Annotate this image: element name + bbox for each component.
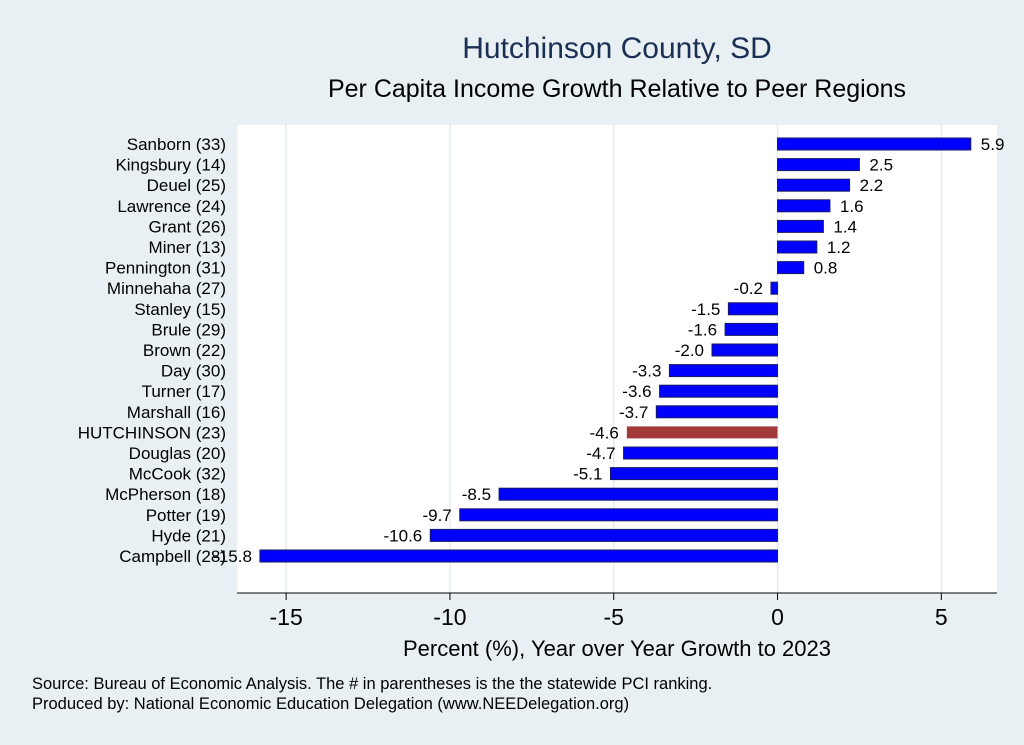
category-label: Stanley (15) [134,300,226,319]
bar-value-label: -5.1 [573,465,602,484]
bar-value-label: -4.6 [590,423,619,442]
category-labels: Sanborn (33) Kingsbury (14)Deuel (25) Lawr… [78,135,226,566]
bar [259,549,779,563]
bar [459,508,779,522]
category-label: Marshall (16) [127,403,226,422]
chart-title: Hutchinson County, SD [462,32,772,65]
category-label: Sanborn (33) [127,135,226,154]
source-note: Source: Bureau of Economic Analysis. The… [32,675,712,693]
bar [770,281,779,295]
category-label: Miner (13) [149,238,226,257]
bar-value-label: -1.5 [691,300,720,319]
bar [777,158,860,172]
bar-value-label: 2.2 [860,176,884,195]
x-tick-label: 0 [771,604,784,630]
bar-value-label: 1.4 [833,217,857,236]
x-tick-label: 5 [935,604,948,630]
bar [609,467,779,481]
category-label: Day (30) [161,362,226,381]
chart-subtitle: Per Capita Income Growth Relative to Pee… [328,75,906,103]
bar-value-label: -8.5 [462,485,491,504]
category-label: Minnehaha (27) [107,279,226,298]
category-label: Potter (19) [146,506,226,525]
bar [777,240,818,254]
x-tick-label: -10 [433,604,466,630]
x-tick-label: -5 [603,604,623,630]
bars [259,137,972,563]
bar-value-label: -9.7 [422,506,451,525]
category-label: McCook (32) [129,465,226,484]
bar [668,364,779,378]
category-label: Kingsbury (14) [115,156,226,175]
bar-value-label: -1.6 [688,320,717,339]
bar [724,322,779,336]
bar [711,343,779,357]
bar-value-label: -2.0 [675,341,704,360]
bar [777,199,831,213]
category-label: Campbell (28) [119,547,226,566]
category-label: Brown (22) [143,341,226,360]
category-label: Douglas (20) [129,444,226,463]
bar [777,178,851,192]
bar [429,528,779,542]
category-label: Pennington (31) [105,259,226,278]
bar-value-label: 2.5 [869,156,893,175]
bar [659,384,779,398]
category-label: McPherson (18) [105,485,226,504]
category-label: Turner (17) [142,382,226,401]
bar [777,261,805,275]
category-label: Deuel (25) [147,176,226,195]
bar-value-label: -10.6 [384,526,423,545]
bar-value-label: 5.9 [981,135,1005,154]
bar [655,405,779,419]
bar-value-label: 1.6 [840,197,864,216]
bar-value-label: 0.8 [814,259,838,278]
bar-value-label: -3.3 [632,362,661,381]
x-axis-title: Percent (%), Year over Year Growth to 20… [403,636,831,661]
x-tick-label: -15 [270,604,303,630]
bar [727,302,779,316]
bar [623,446,779,460]
bar-value-label: -15.8 [213,547,252,566]
producer-note: Produced by: National Economic Education… [32,695,629,713]
category-label: HUTCHINSON (23) [78,423,226,442]
bar-value-label: -3.6 [622,382,651,401]
x-axis-ticks: -15 -10 -5 0 5 [270,593,948,630]
bar-value-label: 1.2 [827,238,851,257]
bar-value-label: -4.7 [586,444,615,463]
bar-highlight [626,426,778,439]
bar-value-label: -0.2 [734,279,763,298]
category-label: Brule (29) [151,320,226,339]
value-labels: 5.9 2.52.2 1.61.4 1.2 0.8 -0.2 -1.5-1.6 -2.0 -3.… [213,135,1004,566]
bar [498,487,779,501]
bar [777,137,972,151]
category-label: Grant (26) [149,217,226,236]
bar [777,219,824,233]
bar-value-label: -3.7 [619,403,648,422]
category-label: Lawrence (24) [117,197,226,216]
category-label: Hyde (21) [151,526,226,545]
